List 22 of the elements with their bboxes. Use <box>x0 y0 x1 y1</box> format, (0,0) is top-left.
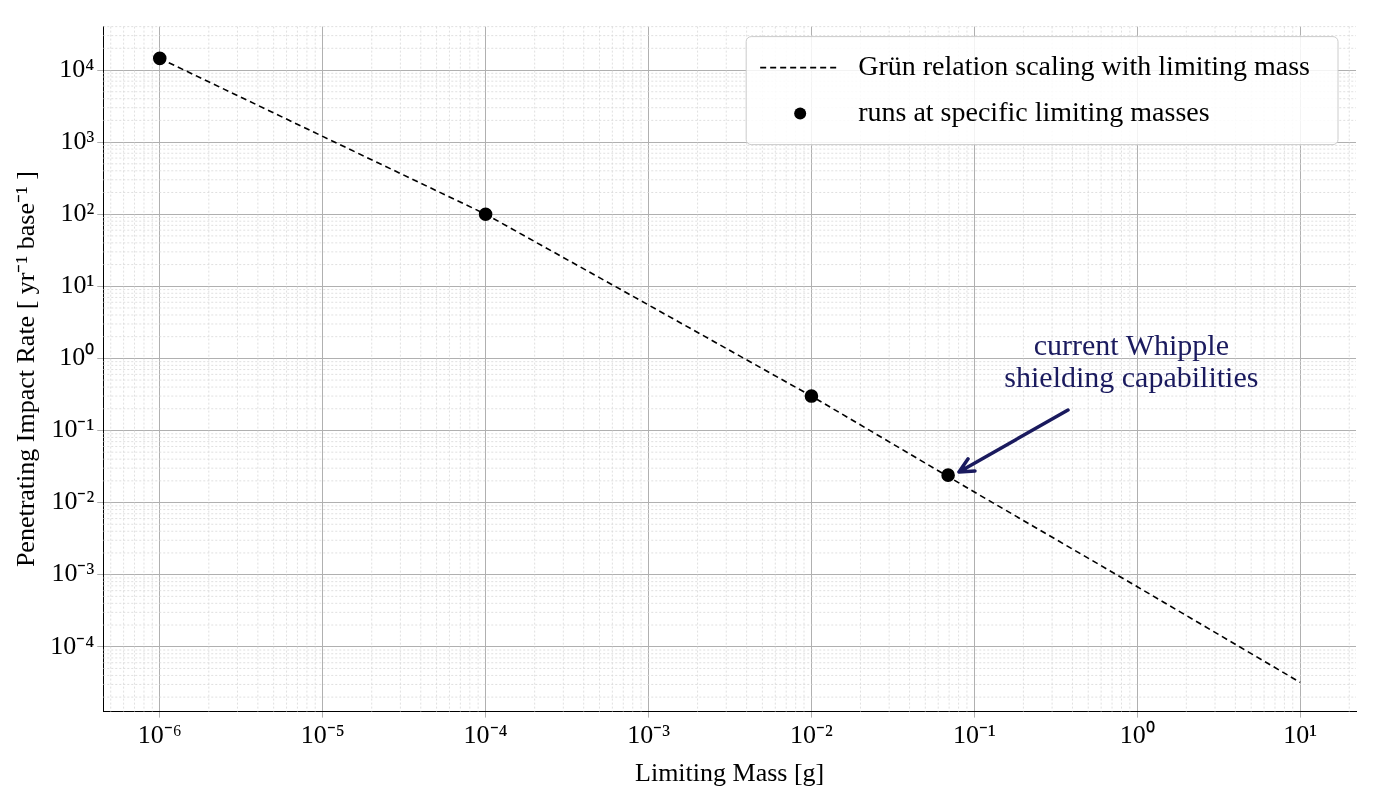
x-tick-label: 10⁰ <box>1119 720 1155 750</box>
x-tick-label: 10⁻³ <box>627 720 671 750</box>
y-tick-label: 10⁻² <box>51 486 95 516</box>
y-tick-label: 10⁻³ <box>51 558 95 588</box>
legend-label: runs at specific limiting masses <box>858 95 1210 127</box>
y-tick-label: 10⁴ <box>59 53 95 83</box>
y-tick-label: 10⁻¹ <box>51 414 95 444</box>
y-axis-title: Penetrating Impact Rate [ yr⁻¹ base⁻¹ ] <box>11 171 41 568</box>
x-axis-title: Limiting Mass [g] <box>635 758 825 788</box>
x-tick-label: 10¹ <box>1283 720 1318 750</box>
x-tick-label: 10⁻⁵ <box>300 720 345 750</box>
y-tick-label: 10⁰ <box>59 342 95 372</box>
legend-label: Grün relation scaling with limiting mass <box>858 49 1310 81</box>
x-tick-label: 10⁻⁶ <box>137 720 182 750</box>
y-tick-label: 10¹ <box>60 270 95 300</box>
x-tick-label: 10⁻⁴ <box>463 720 508 750</box>
annotation: current Whipple shielding capabilities <box>1004 328 1259 394</box>
x-tick-label: 10⁻² <box>790 720 834 750</box>
y-tick-label: 10⁻⁴ <box>50 630 95 660</box>
x-tick-label: 10⁻¹ <box>952 720 996 750</box>
y-tick-label: 10³ <box>60 125 95 155</box>
y-tick-label: 10² <box>60 198 95 228</box>
